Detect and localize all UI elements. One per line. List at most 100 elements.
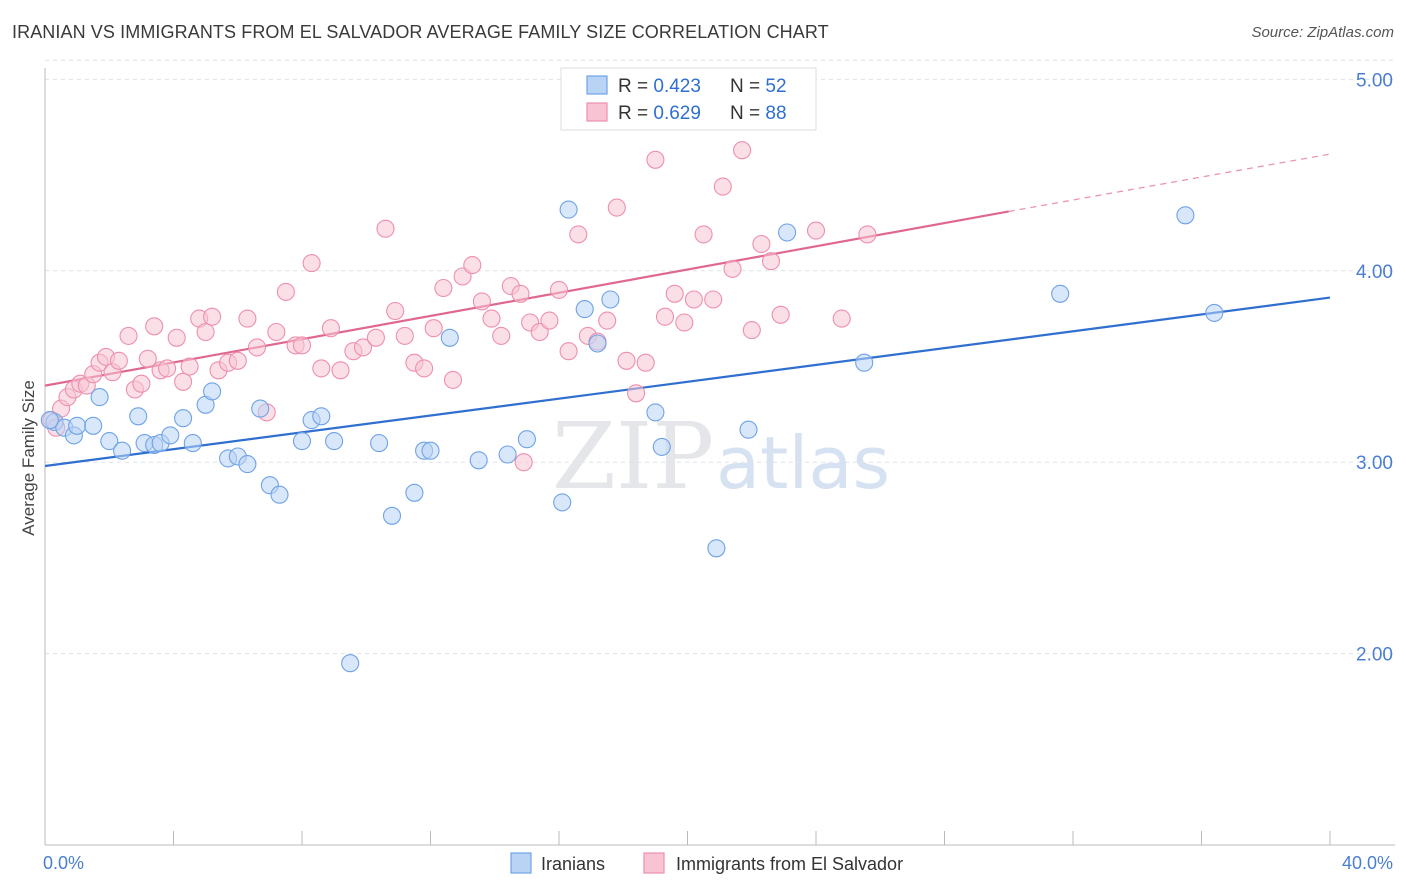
bottom-legend-el-salvador: Immigrants from El Salvador	[676, 854, 903, 874]
iranians-point-48	[1051, 284, 1070, 303]
y-tick-label-3: 5.00	[1356, 70, 1393, 91]
iranians-point-7	[113, 441, 132, 460]
legend-swatch-el-salvador	[586, 102, 608, 122]
y-tick-label-1: 3.00	[1356, 453, 1393, 474]
el-salvador-point-67	[627, 384, 646, 403]
el-salvador-point-64	[598, 311, 617, 330]
iranians-point-41	[601, 290, 620, 309]
legend-r-value-2: 0.629	[653, 103, 701, 124]
el-salvador-point-75	[704, 290, 723, 309]
iranians-point-49	[1176, 206, 1195, 225]
el-salvador-point-40	[366, 328, 385, 347]
legend-n-value-1: 52	[765, 76, 786, 97]
iranians-point-3	[68, 416, 87, 435]
el-salvador-point-30	[267, 322, 286, 342]
el-salvador-point-60	[559, 342, 578, 361]
el-salvador-point-35	[312, 359, 331, 378]
el-salvador-point-26	[228, 351, 247, 370]
el-salvador-point-79	[742, 321, 761, 340]
bottom-legend: Iranians Immigrants from El Salvador	[510, 852, 903, 874]
el-salvador-point-81	[761, 252, 781, 271]
legend-swatch-iranians	[586, 75, 608, 95]
legend-n-value-2: 88	[765, 103, 786, 124]
bottom-legend-swatch-el-salvador	[643, 852, 665, 874]
el-salvador-point-46	[424, 319, 443, 338]
source-label: Source: ZipAtlas.com	[1251, 24, 1394, 41]
el-salvador-point-43	[395, 326, 414, 345]
svg-text:R = 0.629: R = 0.629	[618, 103, 701, 124]
el-salvador-point-22	[196, 322, 215, 342]
el-salvador-point-84	[832, 309, 851, 328]
iranians-point-32	[421, 441, 440, 460]
el-salvador-point-15	[145, 317, 164, 336]
iranians-point-47	[855, 353, 874, 372]
iranians-point-33	[440, 328, 459, 347]
el-salvador-point-80	[752, 234, 771, 254]
iranians-point-25	[312, 407, 331, 426]
el-salvador-point-61	[569, 225, 588, 244]
iranians-point-20	[251, 399, 270, 418]
iranians-point-26	[325, 432, 344, 451]
el-salvador-point-52	[482, 309, 501, 328]
legend-n-label-1: N =	[730, 76, 765, 97]
iranians-point-37	[553, 493, 572, 512]
legend-r-label-1: R =	[618, 76, 653, 97]
el-salvador-point-31	[276, 282, 295, 301]
iranians-point-29	[382, 506, 402, 525]
chart-title: IRANIAN VS IMMIGRANTS FROM EL SALVADOR A…	[12, 22, 829, 42]
iranians-point-6	[100, 432, 119, 451]
iranians-point-51	[40, 411, 59, 430]
y-tick-label-0: 2.00	[1356, 645, 1393, 666]
el-salvador-point-27	[238, 309, 257, 328]
iranians-point-28	[370, 434, 389, 453]
el-salvador-point-53	[492, 326, 511, 345]
iranians-point-12	[161, 426, 180, 445]
el-salvador-point-17	[158, 359, 177, 378]
legend-r-label-2: R =	[618, 103, 653, 124]
el-salvador-point-55	[511, 284, 530, 303]
el-salvador-point-66	[617, 351, 636, 370]
iranians-point-16	[203, 382, 222, 401]
iranians-trend-line	[44, 296, 1331, 468]
el-salvador-point-68	[636, 353, 655, 372]
el-salvador-point-74	[694, 225, 713, 244]
bottom-legend-swatch-iranians	[510, 852, 532, 874]
el-salvador-point-14	[138, 349, 157, 368]
el-salvador-point-83	[806, 221, 826, 240]
bottom-legend-iranians: Iranians	[541, 854, 605, 874]
el-salvador-point-10	[109, 351, 128, 370]
iranians-point-14	[183, 434, 202, 453]
svg-text:N = 52: N = 52	[730, 76, 787, 97]
el-salvador-point-36	[321, 319, 340, 338]
el-salvador-point-58	[540, 311, 559, 330]
el-salvador-point-19	[174, 372, 193, 391]
tick-labels: 2.00 3.00 4.00 5.00 0.0% 40.0%	[43, 70, 1393, 873]
el-salvador-point-51	[472, 292, 491, 311]
y-axis-label: Average Family Size	[19, 380, 38, 536]
el-salvador-point-39	[353, 338, 373, 357]
el-salvador-point-59	[549, 280, 569, 299]
el-salvador-point-20	[180, 357, 199, 376]
iranians-point-36	[517, 430, 536, 449]
x-tick-label-1: 40.0%	[1342, 853, 1393, 873]
watermark-zip: ZIP	[552, 403, 714, 510]
legend-n-label-2: N =	[730, 103, 765, 124]
iranians-point-35	[498, 445, 517, 464]
iranians-point-8	[129, 407, 148, 426]
el-salvador-point-86	[514, 453, 533, 472]
iranians-point-38	[559, 200, 578, 219]
data-points	[40, 141, 1224, 673]
iranians-point-13	[174, 409, 193, 428]
iranians-point-30	[405, 483, 424, 502]
iranians-point-50	[1205, 303, 1224, 322]
el-salvador-point-47	[434, 278, 453, 298]
el-salvador-point-77	[723, 259, 742, 278]
el-salvador-point-50	[463, 256, 482, 275]
el-salvador-point-85	[858, 225, 877, 244]
el-salvador-point-48	[443, 370, 463, 389]
x-tick-label-0: 0.0%	[43, 853, 84, 873]
el-salvador-point-76	[713, 177, 732, 196]
el-salvador-point-73	[684, 290, 703, 309]
axes	[44, 68, 1395, 846]
